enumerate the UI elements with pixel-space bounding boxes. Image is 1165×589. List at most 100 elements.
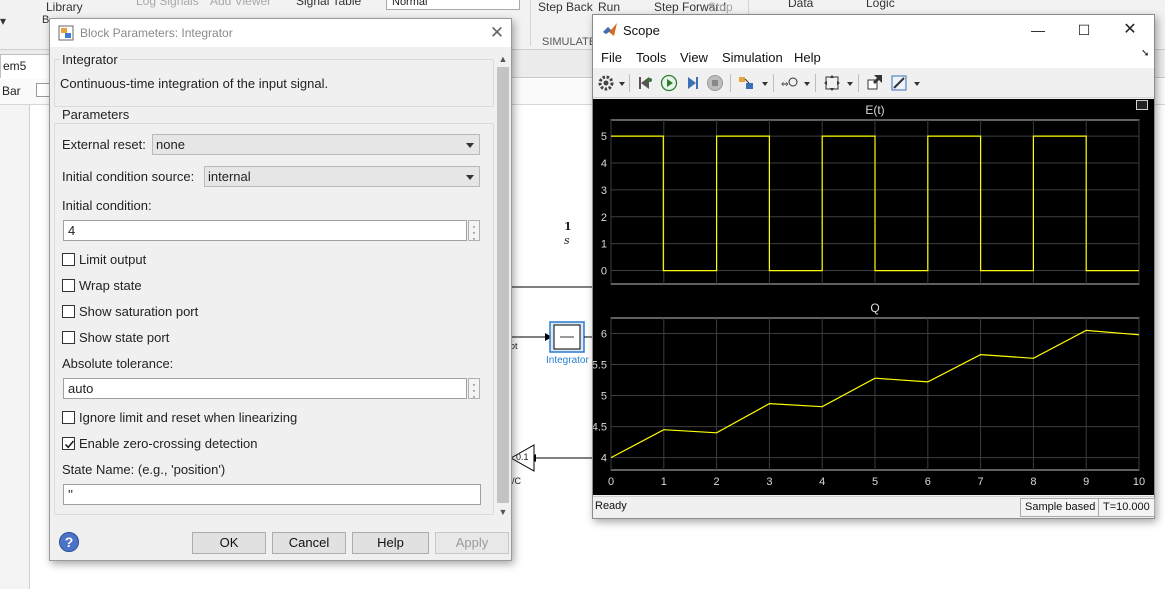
y-tick-label: 4.5 — [593, 422, 607, 434]
x-tick-label: 1 — [661, 476, 667, 488]
scope-toolbar: ⇔ — [593, 70, 1154, 98]
ribbon-divider — [530, 0, 531, 46]
show-saturation-port-label[interactable]: Show saturation port — [79, 304, 199, 319]
integrator-numerator: 1 — [564, 220, 572, 233]
simulation-mode-select[interactable]: Normal — [386, 0, 520, 10]
undock-arrow-icon[interactable]: ➘ — [1141, 48, 1150, 59]
scroll-up-icon[interactable]: ▲ — [498, 54, 508, 64]
axes-title: Q — [870, 301, 879, 315]
close-icon[interactable]: ✕ — [1123, 21, 1137, 38]
block-description: Continuous-time integration of the input… — [60, 76, 329, 91]
scale-axes-icon[interactable] — [823, 74, 841, 92]
dialog-titlebar[interactable] — [50, 19, 511, 47]
initial-condition-field[interactable]: 4 — [63, 220, 467, 241]
maximize-icon[interactable]: ☐ — [1077, 22, 1091, 38]
ic-source-select[interactable]: internal — [204, 166, 480, 187]
ok-button[interactable]: OK — [192, 532, 266, 554]
model-icon[interactable] — [36, 83, 50, 97]
scrollbar-thumb[interactable] — [497, 67, 509, 503]
state-name-field[interactable]: '' — [63, 484, 481, 505]
chevron-down-icon — [466, 175, 474, 180]
stop-button[interactable]: Stop — [708, 0, 733, 14]
x-tick-label: 6 — [925, 476, 931, 488]
chevron-down-icon[interactable] — [914, 82, 920, 86]
gear-icon[interactable] — [597, 74, 615, 92]
cancel-button[interactable]: Cancel — [272, 532, 346, 554]
show-saturation-port-checkbox[interactable] — [62, 305, 75, 318]
x-tick-label: 9 — [1083, 476, 1089, 488]
gain-block[interactable] — [509, 444, 535, 472]
chevron-down-icon[interactable] — [762, 82, 768, 86]
y-tick-label: 4 — [601, 453, 607, 465]
library-button[interactable]: Library — [46, 0, 83, 14]
scope-plot-area: E(t) 0 1 2 3 4 5 Q 4 4.5 5 5.5 6 0 1 2 3 4 5 6 7 8 9 10 — [593, 99, 1154, 495]
x-tick-label: 0 — [608, 476, 614, 488]
apply-button[interactable]: Apply — [435, 532, 509, 554]
absolute-tolerance-more-icon[interactable]: · · · — [468, 378, 480, 403]
signal-arrowhead — [545, 333, 552, 341]
step-back-icon[interactable] — [637, 74, 655, 92]
log-signals-button[interactable]: Log Signals — [136, 0, 199, 8]
zoom-x-icon[interactable]: ⇔ — [781, 74, 799, 92]
absolute-tolerance-field[interactable]: auto — [63, 378, 467, 399]
menu-view[interactable]: View — [680, 50, 708, 65]
run-icon[interactable] — [660, 74, 678, 92]
limit-output-checkbox[interactable] — [62, 253, 75, 266]
run-button[interactable]: Run — [598, 0, 621, 14]
menu-help[interactable]: Help — [794, 50, 821, 65]
y-tick-label: 2 — [601, 212, 607, 224]
status-sample-mode: Sample based — [1020, 498, 1101, 517]
ignore-limit-checkbox[interactable] — [62, 411, 75, 424]
show-state-port-label[interactable]: Show state port — [79, 330, 170, 345]
x-tick-label: 3 — [766, 476, 772, 488]
chevron-down-icon[interactable] — [804, 82, 810, 86]
integrator-block-label[interactable]: Integrator — [546, 355, 589, 366]
minimize-icon[interactable]: — — [1031, 22, 1045, 38]
zero-crossing-label[interactable]: Enable zero-crossing detection — [79, 436, 258, 451]
initial-condition-more-icon[interactable]: · · · — [468, 220, 480, 245]
data-inspector-button[interactable]: Data — [788, 0, 814, 10]
step-forward-button[interactable]: Step Forward — [654, 0, 727, 14]
add-viewer-button[interactable]: Add Viewer — [210, 0, 272, 8]
ribbon-dropdown-icon[interactable]: ▾ — [0, 14, 7, 28]
library-dropdown-icon[interactable]: B — [42, 14, 50, 26]
wrap-state-checkbox[interactable] — [62, 279, 75, 292]
signal-table-button[interactable]: Signal Table — [296, 0, 362, 8]
port-label: /C — [512, 476, 521, 486]
menu-tools[interactable]: Tools — [636, 50, 667, 65]
external-reset-select[interactable]: none — [152, 134, 480, 155]
scope-statusbar — [593, 496, 1154, 518]
show-state-port-checkbox[interactable] — [62, 331, 75, 344]
toolbar-separator — [773, 74, 774, 92]
chevron-down-icon[interactable] — [847, 82, 853, 86]
block-description-group — [54, 59, 494, 107]
zero-crossing-checkbox[interactable] — [62, 437, 75, 450]
x-tick-label: 4 — [819, 476, 825, 488]
simulink-block-icon — [58, 25, 74, 41]
step-back-button[interactable]: Step Back — [538, 0, 593, 14]
menu-file[interactable]: File — [601, 50, 622, 65]
integrator-denominator: s — [564, 234, 570, 247]
external-reset-value: none — [156, 137, 185, 152]
logic-analyzer-button[interactable]: Logic — [866, 0, 895, 10]
toolbar-separator — [730, 74, 731, 92]
step-forward-icon[interactable] — [683, 74, 701, 92]
scroll-down-icon[interactable]: ▼ — [498, 507, 508, 517]
y-tick-label: 5 — [601, 391, 607, 403]
chevron-down-icon[interactable] — [619, 82, 625, 86]
help-button[interactable]: Help — [352, 532, 429, 554]
edit-style-icon[interactable] — [890, 74, 908, 92]
address-bar-label[interactable]: Bar — [2, 84, 21, 98]
stop-icon[interactable] — [706, 74, 724, 92]
ignore-limit-label[interactable]: Ignore limit and reset when linearizing — [79, 410, 298, 425]
close-icon[interactable]: ✕ — [489, 23, 505, 42]
restore-view-icon[interactable] — [866, 74, 884, 92]
highlight-simulink-block-icon[interactable] — [737, 74, 755, 92]
scope-titlebar[interactable] — [593, 15, 1154, 44]
menu-simulation[interactable]: Simulation — [722, 50, 783, 65]
y-tick-label: 4 — [601, 158, 607, 170]
wrap-state-label[interactable]: Wrap state — [79, 278, 142, 293]
limit-output-label[interactable]: Limit output — [79, 252, 147, 267]
help-icon[interactable]: ? — [59, 532, 79, 552]
undock-axes-icon[interactable] — [1136, 100, 1148, 110]
